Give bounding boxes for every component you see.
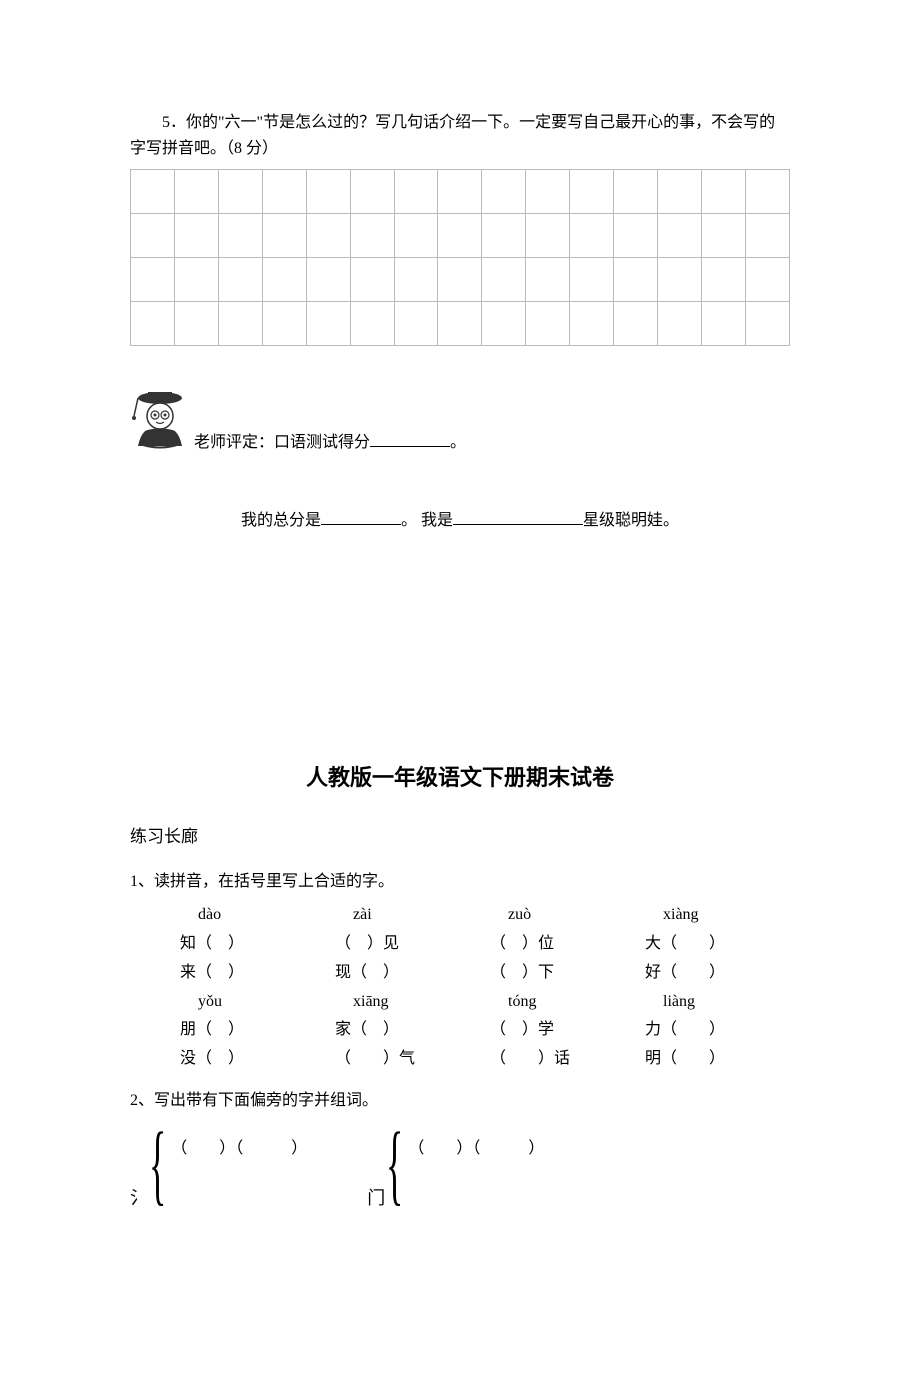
teacher-period: 。 (450, 434, 466, 451)
total-score-line: 我的总分是 。 我是 星级聪明娃。 (130, 506, 790, 530)
fill-blank[interactable]: 没（ ） (150, 1045, 305, 1074)
fill-blank[interactable]: （ ）话 (460, 1045, 615, 1074)
exercise-2-label: 2、写出带有下面偏旁的字并组词。 (130, 1086, 790, 1110)
fill-blank[interactable] (171, 1178, 307, 1196)
section-subtitle: 练习长廊 (130, 822, 790, 847)
question-5-text: 5．你的"六一"节是怎么过的？写几句话介绍一下。一定要写自己最开心的事，不会写的… (130, 110, 790, 161)
writing-grid (130, 169, 790, 346)
brace-icon: { (386, 1120, 403, 1210)
total-score-blank[interactable] (321, 509, 401, 525)
fill-blank[interactable]: （ ）（ ） (408, 1134, 544, 1158)
pinyin-heading: zài (305, 901, 460, 930)
score-mid: 。 我是 (401, 512, 453, 529)
fill-blank[interactable]: 知（ ） (150, 930, 305, 959)
teacher-label: 老师评定：口语测试得分 (194, 434, 370, 451)
radical-char: 氵 (130, 1184, 148, 1210)
score-suffix: 星级聪明娃。 (583, 512, 679, 529)
fill-blank[interactable] (408, 1178, 544, 1196)
radical-char: 门 (367, 1184, 385, 1210)
fill-blank[interactable]: 家（ ） (305, 1016, 460, 1045)
star-blank[interactable] (453, 509, 583, 525)
score-blank[interactable] (370, 431, 450, 447)
fill-blank[interactable]: 大（ ） (615, 930, 770, 959)
pinyin-heading: xiāng (305, 988, 460, 1017)
fill-blank[interactable]: （ ）位 (460, 930, 615, 959)
paper-title: 人教版一年级语文下册期末试卷 (130, 760, 790, 792)
brace-icon: { (149, 1120, 166, 1210)
exercise-1-label: 1、读拼音，在括号里写上合适的字。 (130, 867, 790, 891)
pinyin-heading: zuò (460, 901, 615, 930)
teacher-rating-text: 老师评定：口语测试得分 。 (194, 428, 466, 456)
pinyin-heading: liàng (615, 988, 770, 1017)
fill-blank[interactable]: 朋（ ） (150, 1016, 305, 1045)
fill-blank[interactable]: （ ）下 (460, 959, 615, 988)
pinyin-heading: yǒu (150, 988, 305, 1017)
pinyin-grid: dào zài zuò xiàng 知（ ） （ ）见 （ ）位 大（ ） 来（… (130, 901, 790, 1074)
pinyin-heading: tóng (460, 988, 615, 1017)
fill-blank[interactable]: 现（ ） (305, 959, 460, 988)
fill-blank[interactable]: （ ）（ ） (171, 1134, 307, 1158)
fill-blank[interactable]: 力（ ） (615, 1016, 770, 1045)
fill-blank[interactable]: （ ）见 (305, 930, 460, 959)
fill-blank[interactable]: 明（ ） (615, 1045, 770, 1074)
score-prefix: 我的总分是 (241, 512, 321, 529)
pinyin-heading: dào (150, 901, 305, 930)
radical-section: 氵 { （ ）（ ） 门 { （ ）（ ） (130, 1120, 790, 1210)
fill-blank[interactable]: 来（ ） (150, 959, 305, 988)
fill-blank[interactable]: （ ）气 (305, 1045, 460, 1074)
fill-blank[interactable]: （ ）学 (460, 1016, 615, 1045)
pinyin-heading: xiàng (615, 901, 770, 930)
teacher-icon (130, 386, 190, 456)
fill-blank[interactable]: 好（ ） (615, 959, 770, 988)
